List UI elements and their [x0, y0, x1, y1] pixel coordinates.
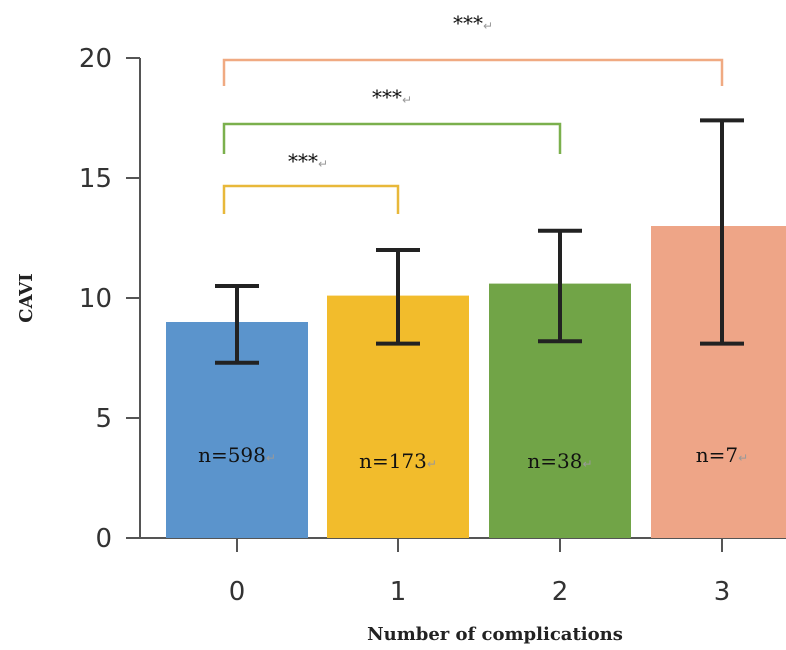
significance-marker: ***↵: [288, 149, 328, 173]
x-tick-label: 3: [714, 577, 731, 607]
axes: 0 5 10 15 20 0 1 2 3: [79, 44, 786, 607]
x-tick-label: 0: [229, 577, 246, 607]
significance-marker: ***↵: [453, 11, 493, 35]
sample-size-label: n=38↵: [527, 449, 592, 473]
y-tick-label: 0: [95, 524, 112, 554]
return-mark: ↵: [402, 93, 412, 107]
y-tick-label: 15: [79, 164, 112, 194]
sample-size-label: n=598↵: [198, 443, 276, 467]
return-mark: ↵: [483, 19, 493, 33]
y-tick-label: 20: [79, 44, 112, 74]
y-tick-label: 5: [95, 404, 112, 434]
x-axis-label: Number of complications: [367, 624, 623, 645]
return-mark: ↵: [427, 457, 437, 471]
y-axis-label: CAVI: [16, 273, 37, 322]
significance-bracket: [222, 184, 400, 214]
significance-brackets: ***↵ ***↵ ***↵: [222, 11, 724, 214]
significance-bracket: [222, 58, 724, 86]
bar: [651, 226, 786, 538]
significance-marker: ***↵: [372, 85, 412, 109]
x-tick-label: 2: [552, 577, 569, 607]
return-mark: ↵: [583, 457, 593, 471]
sample-size-labels: n=598↵ n=173↵ n=38↵ n=7↵: [198, 443, 748, 473]
return-mark: ↵: [266, 451, 276, 465]
return-mark: ↵: [738, 451, 748, 465]
sample-size-label: n=173↵: [359, 449, 437, 473]
y-tick-label: 10: [79, 284, 112, 314]
bars: [166, 226, 786, 538]
significance-bracket: [222, 122, 562, 154]
error-bars: [215, 118, 744, 365]
x-tick-label: 1: [390, 577, 407, 607]
return-mark: ↵: [318, 157, 328, 171]
